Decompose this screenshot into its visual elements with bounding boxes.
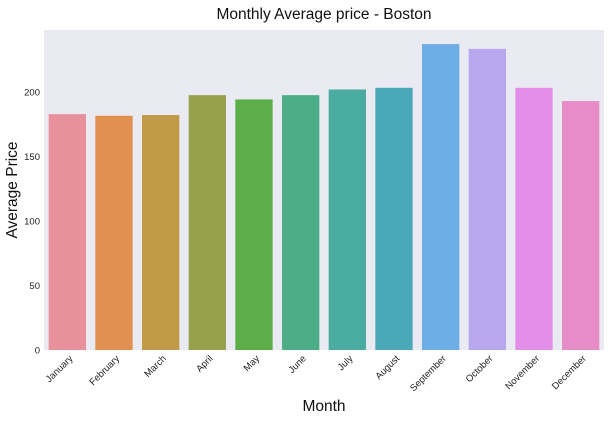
bars-layer bbox=[48, 44, 600, 351]
x-tick-label: November bbox=[503, 353, 542, 392]
bar-february bbox=[95, 115, 133, 350]
plot-background bbox=[44, 30, 604, 350]
x-tick-label: June bbox=[286, 353, 308, 375]
bar-august bbox=[375, 87, 413, 350]
x-tick-label: July bbox=[336, 353, 356, 373]
bar-october bbox=[468, 48, 506, 351]
bar-november bbox=[515, 87, 553, 350]
x-tick-label: August bbox=[373, 353, 402, 382]
y-tick-label: 200 bbox=[24, 87, 40, 98]
bar-december bbox=[562, 101, 600, 350]
bar-july bbox=[328, 89, 366, 350]
bar-march bbox=[142, 115, 180, 350]
bar-may bbox=[235, 99, 273, 350]
x-tick-label: April bbox=[194, 353, 215, 374]
x-tick-label: May bbox=[242, 353, 263, 374]
bar-september bbox=[422, 44, 460, 351]
x-tick-label: March bbox=[142, 353, 168, 379]
chart-title: Monthly Average price - Boston bbox=[216, 6, 431, 23]
bar-april bbox=[188, 95, 226, 350]
y-tick-label: 0 bbox=[35, 346, 40, 357]
bar-january bbox=[48, 114, 86, 350]
x-tick-label: February bbox=[87, 353, 122, 388]
x-tick-labels: January February March April May June July Augu… bbox=[44, 353, 589, 394]
x-axis-label: Month bbox=[302, 398, 345, 415]
x-tick-label: September bbox=[408, 353, 449, 394]
y-tick-label: 50 bbox=[29, 281, 40, 292]
y-tick-labels: 0 50 100 150 200 bbox=[24, 87, 40, 356]
bar-june bbox=[282, 95, 320, 350]
x-tick-label: October bbox=[464, 353, 496, 385]
x-tick-label: January bbox=[44, 353, 76, 385]
y-tick-label: 150 bbox=[24, 152, 40, 163]
y-tick-label: 100 bbox=[24, 216, 40, 227]
x-tick-label: December bbox=[550, 353, 589, 392]
y-axis-label: Average Price bbox=[4, 141, 21, 238]
